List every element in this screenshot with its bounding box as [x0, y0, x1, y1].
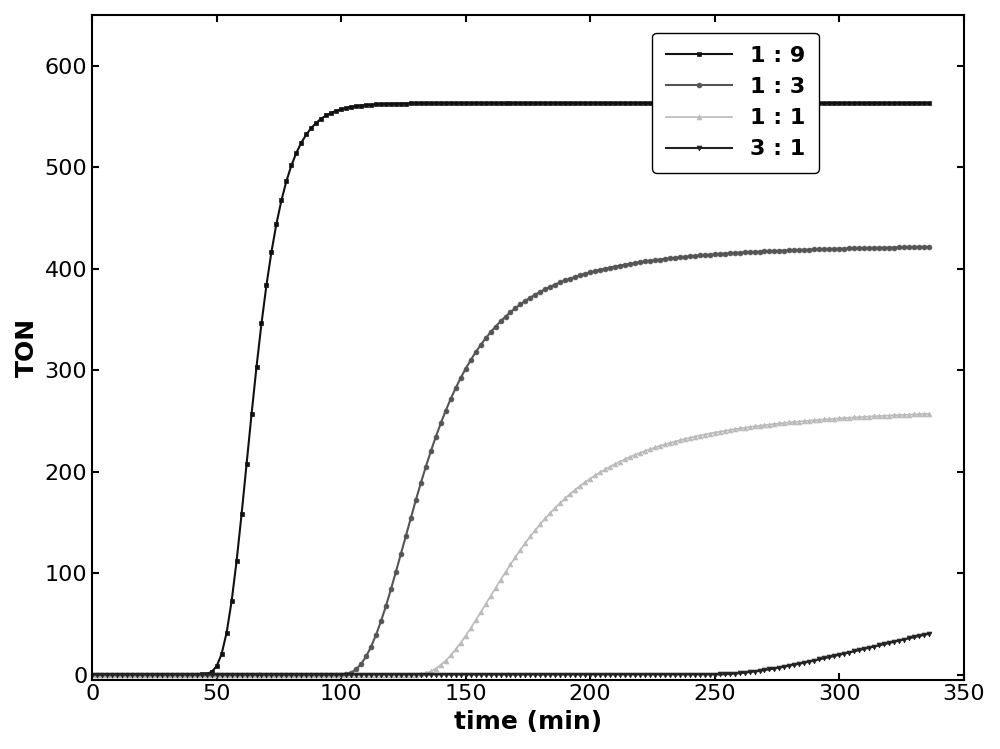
1 : 9: (90, 544): 9: (90, 544) [310, 118, 322, 127]
1 : 3: (262, 416): 3: (262, 416) [739, 248, 751, 257]
Line: 1 : 1: 1 : 1 [90, 411, 931, 677]
1 : 9: (0, 0): 9: (0, 0) [86, 670, 98, 679]
1 : 1: (320, 255): 1: (320, 255) [883, 411, 895, 420]
3 : 1: (132, 0): 1: (132, 0) [415, 670, 427, 679]
1 : 9: (132, 563): 9: (132, 563) [415, 99, 427, 108]
3 : 1: (286, 11.6): 1: (286, 11.6) [798, 658, 810, 667]
1 : 1: (0, 0): 1: (0, 0) [86, 670, 98, 679]
3 : 1: (336, 40): 1: (336, 40) [923, 629, 935, 638]
1 : 3: (268, 417): 3: (268, 417) [754, 247, 766, 256]
3 : 1: (0, 0): 1: (0, 0) [86, 670, 98, 679]
Line: 1 : 9: 1 : 9 [90, 101, 931, 677]
1 : 9: (336, 563): 9: (336, 563) [923, 99, 935, 108]
1 : 9: (320, 563): 9: (320, 563) [883, 99, 895, 108]
3 : 1: (262, 1.76): 1: (262, 1.76) [739, 668, 751, 677]
1 : 1: (286, 250): 1: (286, 250) [798, 416, 810, 425]
1 : 9: (286, 563): 9: (286, 563) [798, 99, 810, 108]
3 : 1: (90, 0): 1: (90, 0) [310, 670, 322, 679]
Line: 1 : 3: 1 : 3 [90, 244, 931, 677]
1 : 1: (132, 0.282): 1: (132, 0.282) [415, 670, 427, 679]
X-axis label: time (min): time (min) [454, 710, 602, 734]
1 : 3: (90, 0): 3: (90, 0) [310, 670, 322, 679]
1 : 3: (336, 421): 3: (336, 421) [923, 243, 935, 252]
3 : 1: (268, 3.6): 1: (268, 3.6) [754, 667, 766, 676]
1 : 9: (268, 563): 9: (268, 563) [754, 99, 766, 108]
1 : 1: (90, 0): 1: (90, 0) [310, 670, 322, 679]
1 : 1: (268, 245): 1: (268, 245) [754, 421, 766, 430]
Y-axis label: TON: TON [15, 318, 39, 377]
1 : 1: (262, 243): 1: (262, 243) [739, 423, 751, 432]
1 : 9: (262, 563): 9: (262, 563) [739, 99, 751, 108]
1 : 3: (132, 189): 3: (132, 189) [415, 479, 427, 488]
1 : 1: (336, 257): 1: (336, 257) [923, 409, 935, 418]
1 : 3: (286, 419): 3: (286, 419) [798, 246, 810, 255]
3 : 1: (320, 31.1): 1: (320, 31.1) [883, 638, 895, 647]
Line: 3 : 1: 3 : 1 [90, 631, 931, 677]
1 : 3: (320, 421): 3: (320, 421) [883, 243, 895, 252]
1 : 3: (0, 0): 3: (0, 0) [86, 670, 98, 679]
Legend: 1 : 9, 1 : 3, 1 : 1, 3 : 1: 1 : 9, 1 : 3, 1 : 1, 3 : 1 [652, 33, 819, 173]
